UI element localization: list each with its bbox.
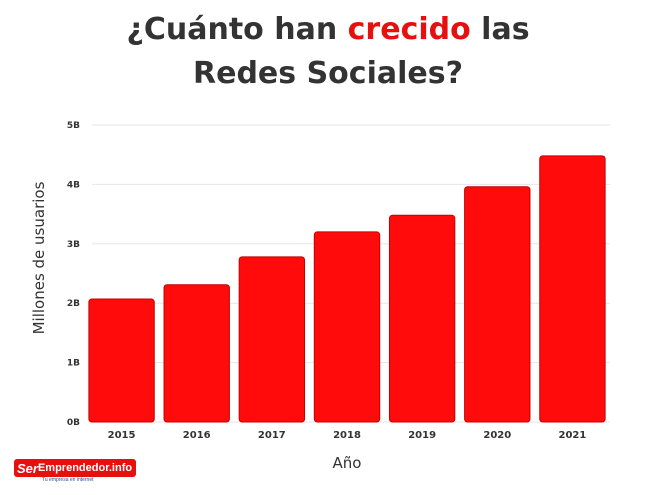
x-tick-labels: 2015 2016 2017 2018 2019 2020 2021 bbox=[108, 430, 587, 441]
x-tick-label: 2017 bbox=[258, 430, 286, 441]
serempr-logo[interactable]: Ser Emprendedor.info Tu empresa en intern… bbox=[14, 459, 138, 483]
y-axis-label: Millones de usuarios bbox=[30, 181, 48, 334]
bar-2016 bbox=[163, 284, 230, 423]
bars bbox=[88, 155, 606, 423]
x-tick-label: 2016 bbox=[183, 430, 211, 441]
x-tick-label: 2015 bbox=[108, 430, 136, 441]
brand-name-part-2: Emprendedor.info bbox=[37, 462, 133, 474]
y-tick-label: 4B bbox=[67, 180, 80, 190]
bar-2015 bbox=[88, 298, 155, 423]
brand-badge: Ser Emprendedor.info bbox=[14, 459, 137, 477]
title-line-2: Redes Sociales? bbox=[193, 56, 463, 91]
y-tick-label: 5B bbox=[67, 121, 80, 131]
bar-2019 bbox=[388, 214, 456, 423]
title-highlight: crecido bbox=[347, 12, 471, 47]
x-tick-label: 2021 bbox=[559, 430, 587, 441]
y-tick-label: 0B bbox=[67, 418, 80, 428]
brand-name-part-1: Ser bbox=[17, 460, 38, 476]
x-tick-label: 2019 bbox=[408, 430, 436, 441]
y-tick-labels: 0B 1B 2B 3B 4B 5B bbox=[67, 121, 80, 428]
chart-title: ¿Cuánto han crecido las Redes Sociales? bbox=[0, 8, 656, 96]
bar-2020 bbox=[464, 186, 531, 423]
title-part-2: las bbox=[470, 12, 530, 47]
bar-2021 bbox=[539, 155, 606, 423]
x-tick-label: 2020 bbox=[483, 430, 511, 441]
title-line-1: ¿Cuánto han crecido las bbox=[0, 8, 656, 52]
x-tick-label: 2018 bbox=[333, 430, 361, 441]
y-tick-label: 2B bbox=[67, 299, 80, 309]
y-tick-label: 1B bbox=[67, 359, 80, 369]
y-tick-label: 3B bbox=[67, 240, 80, 250]
brand-tagline: Tu empresa en internet bbox=[42, 477, 94, 483]
bar-2017 bbox=[238, 256, 306, 423]
title-part-1: ¿Cuánto han bbox=[126, 12, 348, 47]
x-axis-label: Año bbox=[333, 454, 362, 472]
bar-2018 bbox=[313, 231, 381, 423]
